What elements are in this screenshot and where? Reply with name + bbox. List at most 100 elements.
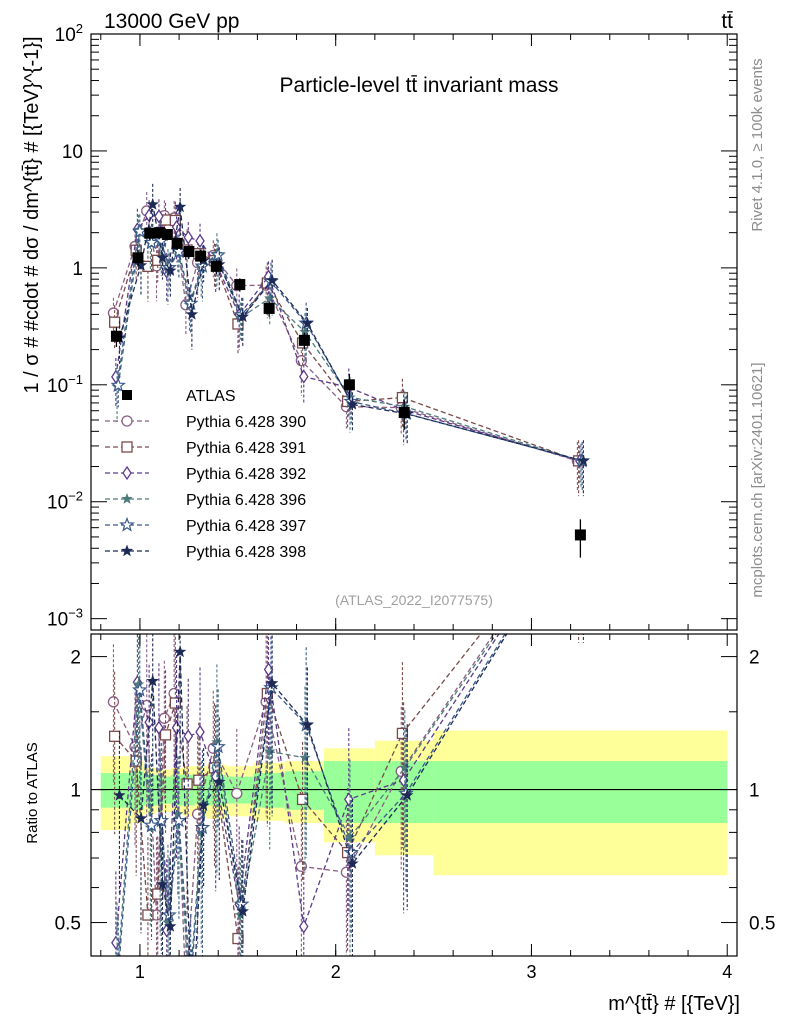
- x-axis-label: m^{tt̄} # [{TeV}]: [608, 993, 740, 1015]
- series-point: [210, 246, 226, 262]
- series-point: [185, 307, 199, 320]
- ratio-point: [346, 857, 359, 869]
- data-point: [195, 250, 207, 262]
- ratio-point: [162, 916, 174, 928]
- data-point: [110, 330, 122, 342]
- y-axis-label: 1 / σ # #cdot # dσ / dm^{tt̄} # [{TeV}^{…: [21, 36, 43, 393]
- main-series: [107, 183, 591, 497]
- series-point: [174, 200, 187, 213]
- ratio-point: [186, 1021, 198, 1024]
- data-point: [298, 334, 310, 346]
- legend: ATLAS Pythia 6.428 390 Pythia 6.428 391 Pyt…: [105, 388, 306, 561]
- ratio-point: [183, 729, 194, 744]
- ratio-point: [211, 736, 223, 748]
- legend-marker: [122, 465, 132, 481]
- legend-marker: [121, 415, 133, 427]
- ratio-point: [576, 503, 588, 515]
- ratio-point: [572, 505, 582, 515]
- ratio-point: [298, 919, 309, 934]
- series-point: [236, 310, 249, 322]
- ratio-point: [158, 712, 170, 724]
- y-tick-label: 102: [55, 21, 83, 46]
- x-tick-label: 4: [722, 962, 732, 982]
- data-point: [171, 237, 183, 249]
- energy-label: 13000 GeV pp: [104, 10, 239, 33]
- ratio-point: [575, 504, 586, 515]
- series-point: [143, 234, 160, 250]
- ratio-point: [344, 831, 356, 843]
- ratio-point: [168, 687, 180, 700]
- data-point: [210, 260, 222, 272]
- band-inner: [143, 774, 156, 806]
- data-point: [398, 406, 410, 418]
- ratio-point: [266, 676, 279, 689]
- y-tick-label: 10: [62, 142, 83, 163]
- legend-marker: [121, 493, 133, 504]
- ratio-series-line: [115, 634, 500, 943]
- ratio-point: [171, 720, 182, 735]
- ratio-point: [398, 773, 409, 788]
- band-inner: [323, 761, 375, 824]
- main-frame: [90, 33, 738, 631]
- ratio-point: [111, 974, 123, 985]
- legend-label: Pythia 6.428 398: [186, 544, 306, 561]
- legend-label: Pythia 6.428 392: [186, 466, 306, 483]
- ratio-point: [399, 761, 411, 773]
- mcplots-label: mcplots.cern.ch [arXiv:2401.10621]: [749, 362, 766, 597]
- ratio-point: [131, 681, 148, 697]
- ratio-point: [130, 755, 142, 767]
- ratio-point: [185, 979, 197, 991]
- legend-marker: [119, 516, 135, 532]
- series-point: [110, 377, 127, 393]
- series-point: [195, 233, 205, 249]
- data-point: [144, 227, 156, 239]
- ratio-point: [574, 505, 584, 515]
- legend-label: Pythia 6.428 390: [186, 414, 306, 431]
- ratio-point: [181, 778, 193, 790]
- ratio-tick-label: 0.5: [55, 914, 81, 935]
- band-inner: [155, 774, 164, 806]
- process-label: tt̄: [721, 10, 733, 33]
- data-point: [154, 227, 166, 239]
- legend-marker: [120, 544, 134, 557]
- ratio-point: [153, 812, 170, 828]
- series-point: [183, 230, 194, 245]
- x-tick-label: 3: [526, 962, 536, 982]
- ratio-point: [146, 674, 159, 687]
- band-inner: [183, 774, 195, 806]
- series-point: [146, 198, 159, 210]
- data-point: [161, 228, 173, 240]
- ratio-point: [112, 969, 124, 981]
- ratio-point: [301, 718, 314, 731]
- data-point: [263, 302, 275, 314]
- band-inner: [132, 771, 144, 810]
- rivet-label: Rivet 4.1.0, ≥ 100k events: [749, 58, 766, 231]
- series-point: [298, 369, 309, 384]
- ratio-point: [213, 775, 226, 788]
- data-point: [183, 246, 195, 258]
- ratio-series: [107, 503, 588, 1024]
- series-point: [264, 292, 276, 304]
- ratio-point: [232, 932, 244, 945]
- ratio-point: [156, 877, 169, 890]
- data-points: [110, 227, 586, 558]
- x-tick-label: 1: [135, 962, 145, 982]
- ratio-point: [396, 727, 409, 740]
- series-point: [577, 454, 590, 467]
- series-point: [346, 397, 359, 410]
- data-point: [343, 379, 355, 391]
- ratio-point: [164, 919, 177, 932]
- ratio-point: [191, 808, 204, 820]
- ratio-point: [401, 788, 414, 801]
- axes: 1 2 3 4 10−3 10−2 10−1 1 10 102 0.5 0.5 1 1 2 2: [47, 21, 775, 982]
- uncertainty-bands: [91, 730, 737, 876]
- ratio-tick-label: 2: [70, 648, 81, 669]
- legend-label: Pythia 6.428 396: [186, 492, 306, 509]
- legend-marker: [121, 441, 133, 453]
- series-point: [108, 316, 121, 328]
- series-point: [266, 273, 279, 286]
- band-inner: [100, 773, 133, 808]
- legend-label: Pythia 6.428 397: [186, 518, 306, 535]
- legend-label-data: ATLAS: [186, 388, 236, 405]
